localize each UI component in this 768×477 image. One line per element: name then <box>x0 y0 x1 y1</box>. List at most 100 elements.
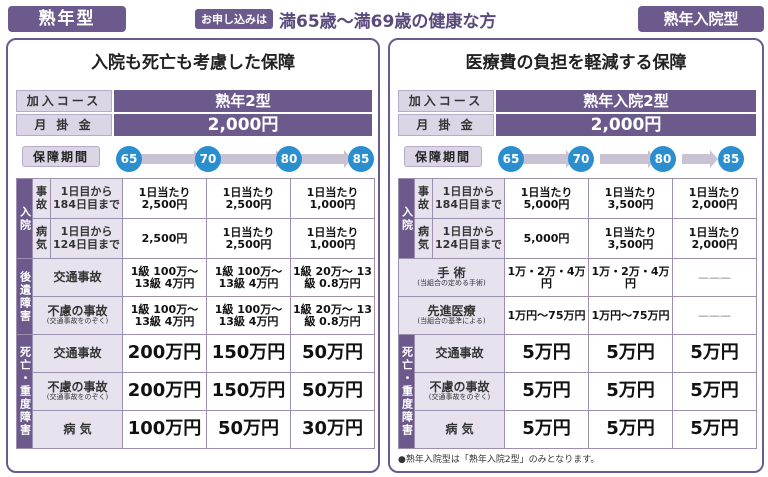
row-sub-label: 病気 <box>414 218 433 259</box>
value-cell: 1万円〜75万円 <box>504 296 589 335</box>
age-marker: 85歳 <box>718 146 744 192</box>
period-arrow <box>300 150 352 168</box>
plan-tag-senior: 熟年型 <box>8 6 126 32</box>
row-label-text: 手 術 <box>437 266 466 281</box>
row-label: 交通事故 <box>414 334 505 373</box>
value-cell: 1万・2万・4万円 <box>588 258 673 297</box>
value-cell: 1万円〜75万円 <box>588 296 673 335</box>
value-cell: 1日当たり 2,500円 <box>122 178 207 219</box>
category-hospital: 入院 <box>16 178 33 259</box>
row-label-note: (当組合の基準による) <box>417 317 486 326</box>
eligibility-banner: お申し込みは 満65歳〜満69歳の健康な方 <box>195 6 496 32</box>
table-row: 不慮の事故 (交通事故をのぞく) 5万円 5万円 5万円 <box>399 372 757 411</box>
coverage-table: 入院 事故 1日目から184日目まで 1日当たり 5,000円 1日当たり 3,… <box>398 178 757 449</box>
age-marker: 70歳 <box>195 146 221 192</box>
panel-senior-plan: 入院も死亡も考慮した保障 加入コース 熟年2型 月 掛 金 2,000円 保障期… <box>6 38 380 473</box>
row-label-note: (交通事故をのぞく) <box>46 393 109 402</box>
value-cell: 1級 100万〜 13級 4万円 <box>206 258 291 297</box>
value-cell: 50万円 <box>290 372 375 411</box>
table-row: 死亡・重度障害 交通事故 5万円 5万円 5万円 <box>398 334 757 449</box>
row-label: 病 気 <box>414 410 505 449</box>
course-label: 加入コース <box>398 90 494 112</box>
value-cell: 1級 20万〜 13級 0.8万円 <box>290 296 375 335</box>
row-label-text: 不慮の事故 <box>47 380 108 395</box>
table-row: 不慮の事故 (交通事故をのぞく) 200万円 150万円 50万円 <box>17 372 375 411</box>
value-cell: 1日当たり 1,000円 <box>290 178 375 219</box>
value-cell: ——— <box>672 258 757 297</box>
value-cell: 1級 20万〜 13級 0.8万円 <box>290 258 375 297</box>
row-label-text: 不慮の事故 <box>47 304 108 319</box>
footnote: ●熟年入院型は「熟年入院2型」のみとなります。 <box>398 455 600 465</box>
table-row: 病気 1日目から124日目まで 2,500円 1日当たり 2,500円 1日当た… <box>17 218 375 259</box>
table-row: 入院 事故 1日目から184日目まで 1日当たり 2,500円 1日当たり 2,… <box>16 178 375 259</box>
table-row: 後遺障害 交通事故 1級 100万〜 13級 4万円 1級 100万〜 13級 … <box>16 258 375 335</box>
table-row: 死亡・重度障害 交通事故 200万円 150万円 50万円 <box>16 334 375 449</box>
row-label: 不慮の事故 (交通事故をのぞく) <box>32 372 123 411</box>
row-sub-label: 病気 <box>32 218 51 259</box>
category-disability: 後遺障害 <box>16 258 33 335</box>
value-cell: 1万・2万・4万円 <box>504 258 589 297</box>
row-label: 手 術 (当組合の定める手術) <box>398 258 505 297</box>
age-marker: 70歳 <box>568 146 594 192</box>
value-cell: 1級 100万〜 13級 4万円 <box>206 296 291 335</box>
value-cell: 1日当たり 5,000円 <box>504 178 589 219</box>
period-label: 保障期間 <box>404 146 483 167</box>
value-cell: 5万円 <box>588 372 673 411</box>
age-marker: 85歳 <box>348 146 374 192</box>
period-label-wrap: 保障期間 <box>22 146 101 167</box>
value-cell: 1日当たり 2,000円 <box>672 178 757 219</box>
table-row: 先進医療 (当組合の基準による) 1万円〜75万円 1万円〜75万円 ——— <box>398 296 757 335</box>
value-cell: 1日当たり 2,000円 <box>672 218 757 259</box>
period-arrow <box>134 150 202 168</box>
premium-value: 2,000円 <box>114 114 372 136</box>
plan-tag-senior-hospital: 熟年入院型 <box>638 6 764 32</box>
value-cell: 200万円 <box>122 372 207 411</box>
row-label: 1日目から184日目まで <box>432 178 505 219</box>
value-cell: 5万円 <box>504 372 589 411</box>
value-cell: ——— <box>672 296 757 335</box>
row-label-text: 先進医療 <box>427 304 476 319</box>
value-cell: 30万円 <box>290 410 375 449</box>
value-cell: 1日当たり 2,500円 <box>206 178 291 219</box>
age-marker: 80歳 <box>276 146 302 192</box>
row-label-text: 不慮の事故 <box>429 380 490 395</box>
row-label: 交通事故 <box>32 334 123 373</box>
value-cell: 1日当たり 1,000円 <box>290 218 375 259</box>
course-value: 熟年入院2型 <box>496 90 756 112</box>
value-cell: 1日当たり 3,500円 <box>588 218 673 259</box>
table-row: 病 気 5万円 5万円 5万円 <box>399 410 757 449</box>
period-arrow <box>682 150 718 168</box>
age-marker: 65歳 <box>498 146 524 192</box>
period-label-wrap: 保障期間 <box>404 146 483 167</box>
value-cell: 1日当たり 2,500円 <box>206 218 291 259</box>
value-cell: 5万円 <box>672 334 757 373</box>
value-cell: 1日当たり 3,500円 <box>588 178 673 219</box>
period-arrow <box>600 150 656 168</box>
value-cell: 5万円 <box>588 410 673 449</box>
panel-senior-hospital-plan: 医療費の負担を軽減する保障 加入コース 熟年入院2型 月 掛 金 2,000円 … <box>388 38 764 473</box>
value-cell: 5万円 <box>504 410 589 449</box>
table-row: 手 術 (当組合の定める手術) 1万・2万・4万円 1万・2万・4万円 ——— <box>398 258 757 297</box>
panel-title: 医療費の負担を軽減する保障 <box>465 53 687 73</box>
table-row: 不慮の事故 (交通事故をのぞく) 1級 100万〜 13級 4万円 1級 100万… <box>17 296 375 335</box>
panel-title: 入院も死亡も考慮した保障 <box>91 53 295 73</box>
category-hospital: 入院 <box>398 178 415 259</box>
category-death: 死亡・重度障害 <box>398 334 415 449</box>
row-sub-label: 事故 <box>414 178 433 219</box>
coverage-table: 入院 事故 1日目から184日目まで 1日当たり 2,500円 1日当たり 2,… <box>16 178 375 449</box>
row-label: 不慮の事故 (交通事故をのぞく) <box>414 372 505 411</box>
premium-label: 月 掛 金 <box>16 114 112 136</box>
premium-label: 月 掛 金 <box>398 114 494 136</box>
table-row: 病 気 100万円 50万円 30万円 <box>17 410 375 449</box>
row-label-note: (交通事故をのぞく) <box>428 393 491 402</box>
value-cell: 2,500円 <box>122 218 207 259</box>
value-cell: 5万円 <box>588 334 673 373</box>
row-label: 交通事故 <box>32 258 123 297</box>
table-row: 入院 事故 1日目から184日目まで 1日当たり 5,000円 1日当たり 3,… <box>398 178 757 259</box>
period-arrow <box>218 150 284 168</box>
age-marker: 80歳 <box>650 146 676 192</box>
row-label: 1日目から184日目まで <box>50 178 123 219</box>
row-label-note: (当組合の定める手術) <box>417 279 486 288</box>
row-label: 不慮の事故 (交通事故をのぞく) <box>32 296 123 335</box>
course-value: 熟年2型 <box>114 90 372 112</box>
